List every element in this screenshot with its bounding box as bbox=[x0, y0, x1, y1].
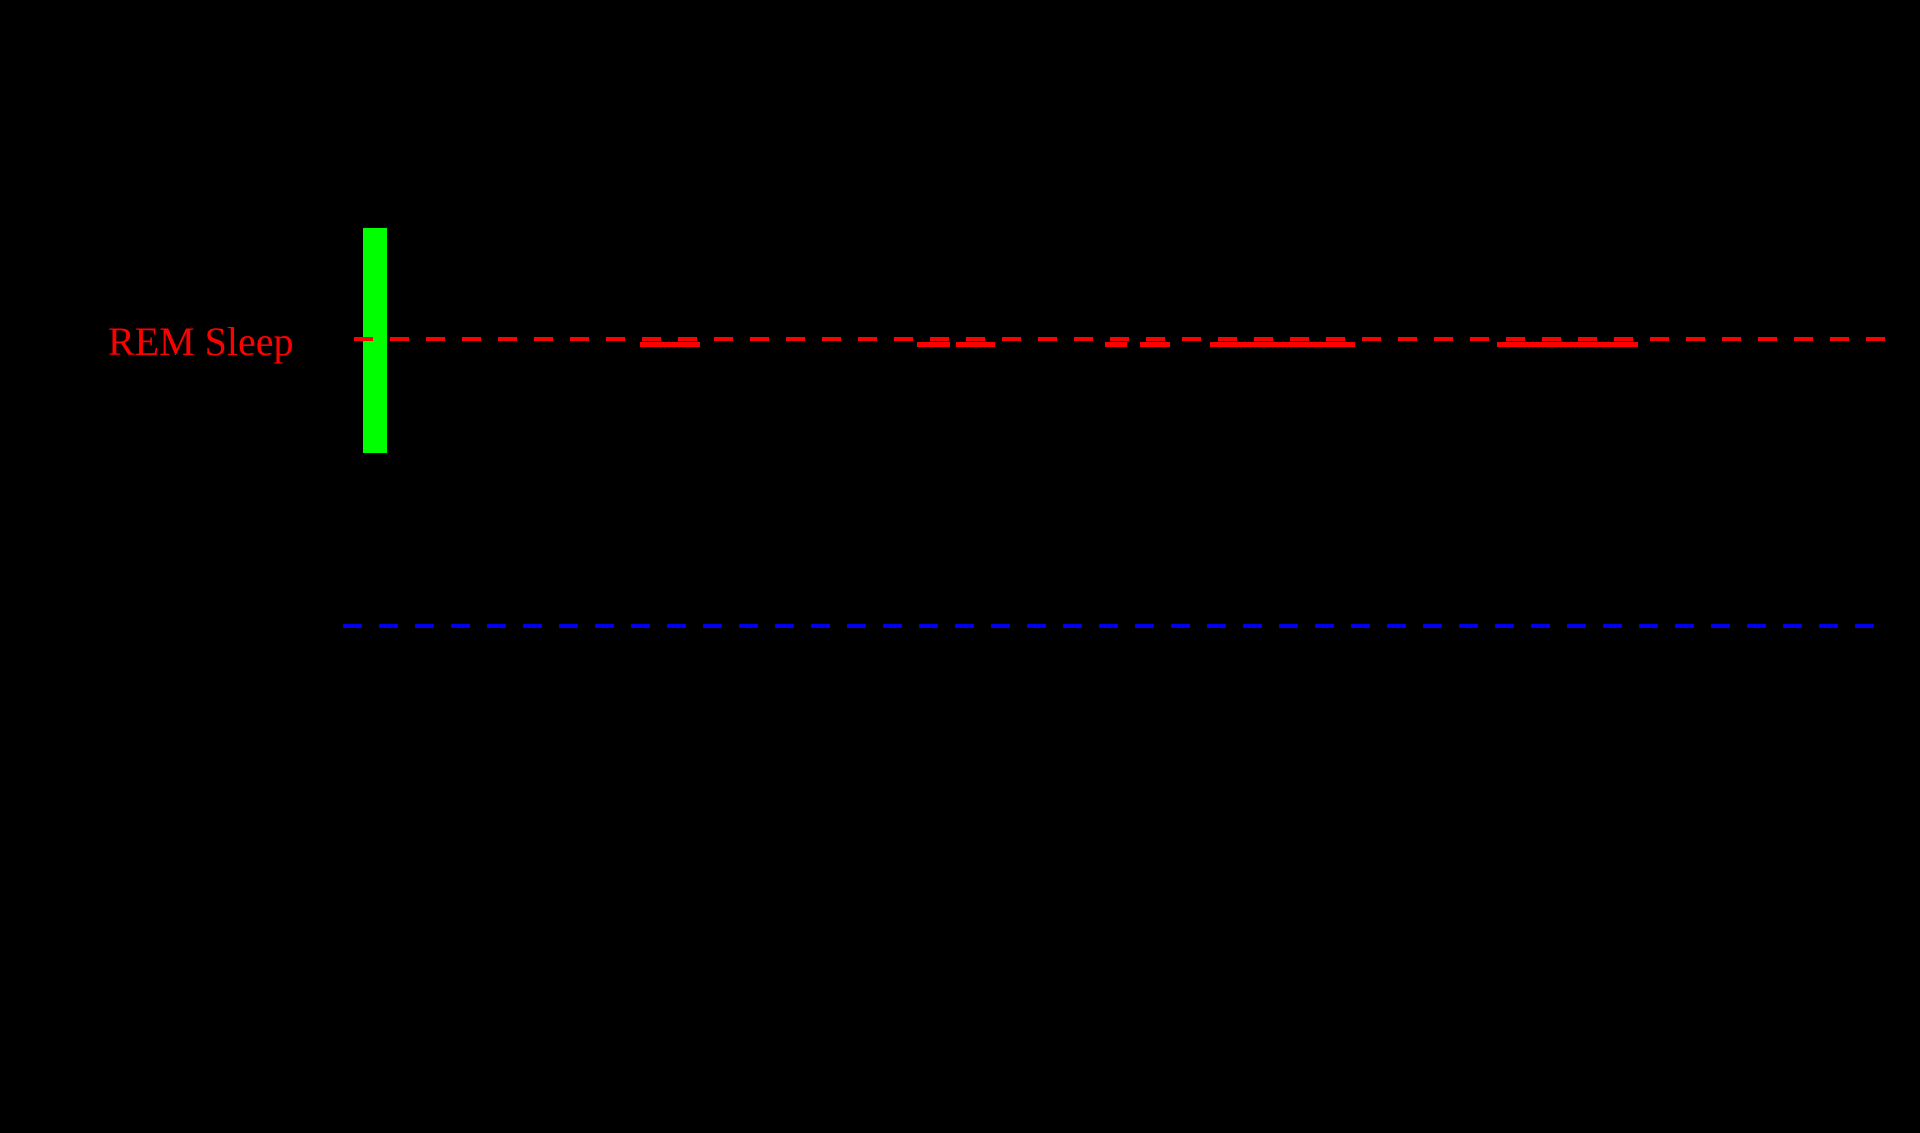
lower-reference-line bbox=[343, 624, 1882, 628]
trace-segment bbox=[640, 342, 700, 347]
rem-reference-line bbox=[354, 337, 1897, 341]
trace-segment bbox=[1210, 342, 1355, 347]
trace-segment bbox=[1105, 342, 1127, 347]
rem-sleep-label: REM Sleep bbox=[108, 319, 294, 364]
trace-segment bbox=[917, 342, 950, 347]
trace-segment bbox=[956, 342, 995, 347]
trace-segment bbox=[1497, 342, 1638, 347]
trace-segment bbox=[1140, 342, 1170, 347]
